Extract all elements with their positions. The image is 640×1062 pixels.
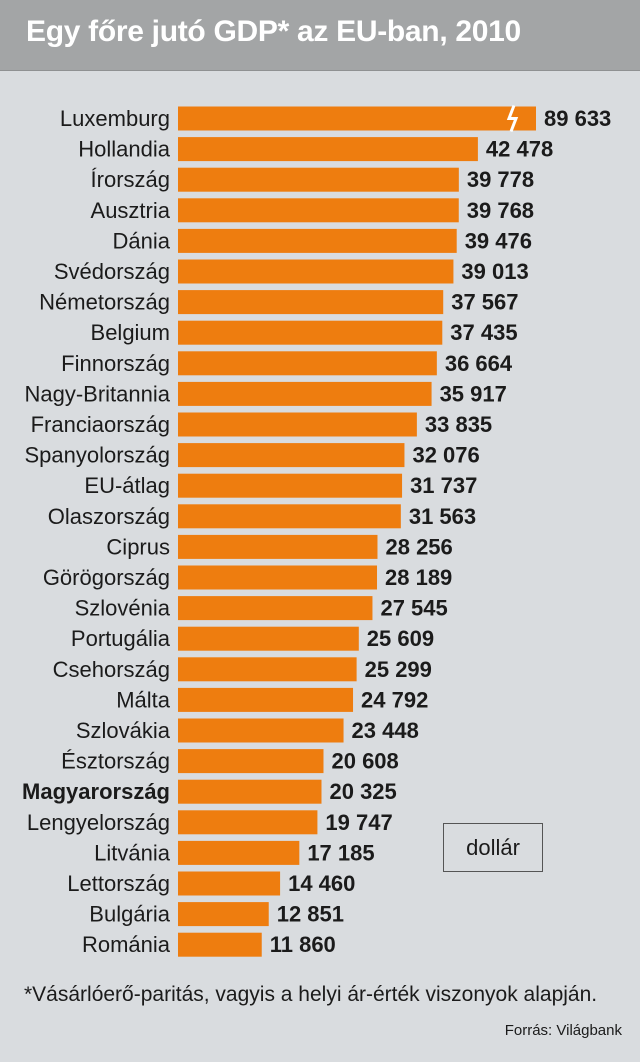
category-label: Franciaország [31,412,170,437]
bar-olaszorsz-g [178,504,401,529]
value-label: 20 325 [329,779,396,804]
category-label: Nagy-Britannia [24,381,170,406]
category-label: Dánia [113,228,171,253]
category-label: Finnország [61,351,170,376]
value-label: 39 013 [461,259,528,284]
bar-nagy-britannia [178,381,432,406]
footnote: *Vásárlóerő-paritás, vagyis a helyi ár-é… [24,983,598,1006]
bar-g-r-gorsz-g [178,565,378,590]
value-label: 23 448 [352,718,419,743]
bar-n-metorsz-g [178,290,444,315]
category-label: Görögország [43,565,170,590]
value-label: 28 256 [385,534,452,559]
value-label: 20 608 [331,749,398,774]
category-label: Szlovákia [76,718,171,743]
bar-szlov-nia [178,596,373,621]
category-label: Málta [116,687,171,712]
value-label: 37 567 [451,290,518,315]
axis-break-mark [506,104,519,133]
unit-label: dollár [443,823,543,872]
bar-belgium [178,320,443,345]
value-label: 89 633 [544,106,611,131]
bar-hollandia [178,137,478,162]
bar-sv-dorsz-g [178,259,454,284]
chart-title: Egy főre jutó GDP* az EU-ban, 2010 [26,15,521,48]
bar-lettorsz-g [178,871,281,896]
category-label: Olaszország [48,504,170,529]
value-label: 24 792 [361,687,428,712]
category-label: Ausztria [91,198,171,223]
value-label: 12 851 [277,902,344,927]
value-label: 35 917 [440,381,507,406]
bar-csehorsz-g [178,657,357,682]
value-label: 28 189 [385,565,452,590]
category-label: Csehország [53,657,170,682]
bar-ausztria [178,198,459,223]
category-label: Ciprus [106,534,170,559]
bar-spanyolorsz-g [178,443,405,468]
category-label: Észtország [61,749,170,774]
bar-finnorsz-g [178,351,437,376]
value-label: 14 460 [288,871,355,896]
category-label: Luxemburg [60,106,170,131]
value-label: 32 076 [412,443,479,468]
bar-rom-nia [178,932,262,957]
value-label: 25 299 [365,657,432,682]
bar-m-lta [178,687,354,712]
category-label: Spanyolország [24,443,170,468]
category-label: Lettország [67,871,170,896]
bar--sztorsz-g [178,749,324,774]
value-label: 33 835 [425,412,492,437]
value-label: 11 860 [270,932,336,957]
value-label: 17 185 [307,840,374,865]
category-label: Írország [91,167,170,192]
category-label: EU-átlag [84,473,170,498]
bar-szlov-kia [178,718,344,743]
category-label: Szlovénia [75,596,171,621]
category-label: Románia [82,932,171,957]
value-label: 39 476 [465,228,532,253]
category-label: Litvánia [94,840,171,865]
source-credit: Forrás: Világbank [504,1022,622,1039]
value-label: 31 563 [409,504,476,529]
value-label: 39 778 [467,167,534,192]
bar-eu-tlag [178,473,403,498]
value-label: 31 737 [410,473,477,498]
category-label: Németország [39,290,170,315]
category-label: Magyarország [22,779,170,804]
category-label: Lengyelország [27,810,170,835]
category-label: Portugália [71,626,171,651]
bar-ciprus [178,534,378,559]
bar-d-nia [178,228,457,253]
value-label: 27 545 [380,596,447,621]
value-label: 42 478 [486,137,553,162]
category-label: Belgium [91,320,170,345]
bar-lengyelorsz-g [178,810,318,835]
bar-magyarorsz-g [178,779,322,804]
bar-franciaorsz-g [178,412,417,437]
value-label: 39 768 [467,198,534,223]
category-label: Hollandia [78,137,170,162]
bar--rorsz-g [178,167,459,192]
category-label: Bulgária [89,902,170,927]
value-label: 37 435 [450,320,517,345]
value-label: 19 747 [325,810,392,835]
value-label: 25 609 [367,626,434,651]
category-label: Svédország [54,259,170,284]
bar-litv-nia [178,840,300,865]
bar-portug-lia [178,626,359,651]
bar-luxemburg [178,106,536,131]
value-label: 36 664 [445,351,513,376]
title-bar: Egy főre jutó GDP* az EU-ban, 2010 [0,0,640,71]
bar-bulg-ria [178,902,269,927]
